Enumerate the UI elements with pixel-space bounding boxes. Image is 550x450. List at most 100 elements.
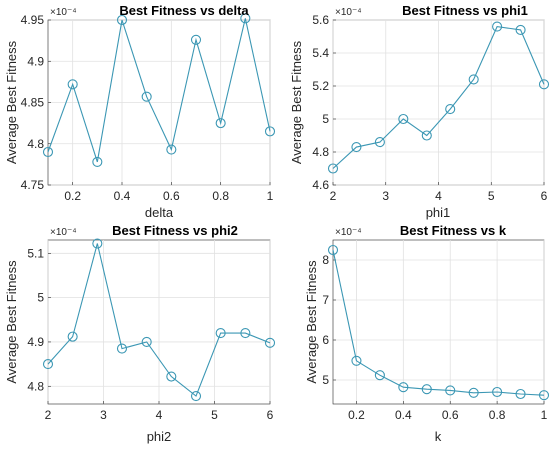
data-point [515, 24, 526, 35]
data-point [327, 244, 339, 256]
x-axis-label: phi2 [147, 429, 172, 444]
x-tick-label: 0.4 [395, 408, 412, 422]
y-axis-label: Average Best Fitness [4, 40, 19, 164]
x-axis-label: delta [145, 205, 174, 220]
data-point [190, 390, 202, 402]
x-tick-label: 6 [267, 408, 274, 422]
data-point [116, 14, 128, 26]
x-tick-label: 6 [541, 189, 548, 203]
y-axis-label: Average Best Fitness [304, 260, 319, 384]
data-point [215, 328, 226, 339]
panel-phi1: 2 3 4 5 6 4.6 4.8 5 5.2 5.4 5.6 Best Fitness vs ph… [289, 3, 550, 220]
y-tick-label: 5.2 [312, 79, 329, 93]
ticks: 0.2 0.4 0.6 0.8 1 4.75 4.8 4.85 4.9 4.95 [21, 13, 274, 203]
data-point [374, 137, 385, 148]
data-point [67, 79, 78, 90]
x-tick-label: 0.2 [64, 189, 81, 203]
data-point [515, 388, 526, 400]
data-point [141, 91, 152, 102]
y-tick-label: 4.9 [27, 54, 44, 68]
y-tick-label: 6 [322, 333, 329, 347]
data-point [116, 343, 128, 354]
data-point [240, 328, 251, 339]
chart-title: Best Fitness vs delta [119, 3, 249, 18]
data-point [42, 146, 54, 158]
y-tick-label: 4.8 [312, 145, 329, 159]
y-axis-label: Average Best Fitness [289, 40, 304, 164]
y-tick-label: 5 [322, 373, 329, 387]
x-tick-label: 0.6 [163, 189, 180, 203]
ticks: 2 3 4 5 6 4.8 4.9 5 5.1 [27, 246, 273, 422]
y-exponent-label: ×10⁻⁴ [335, 7, 362, 18]
x-tick-label: 1 [541, 408, 548, 422]
x-tick-label: 0.2 [348, 408, 365, 422]
panel-delta: 0.2 0.4 0.6 0.8 1 4.75 4.8 4.85 4.9 4.95 Best Fit… [4, 3, 276, 220]
data-point [445, 104, 456, 115]
x-axis-label: k [435, 429, 442, 444]
chart-title: Best Fitness vs phi1 [402, 3, 528, 18]
data-point [215, 118, 226, 129]
y-tick-label: 8 [322, 253, 329, 267]
y-tick-label: 4.8 [27, 379, 44, 393]
y-tick-label: 5 [322, 112, 329, 126]
grid [332, 19, 545, 186]
data-point [166, 371, 177, 382]
series-line [47, 243, 271, 397]
y-axis-label: Average Best Fitness [4, 260, 19, 384]
x-tick-label: 4 [156, 408, 163, 422]
y-exponent-label: ×10⁻⁴ [50, 7, 77, 18]
data-point [398, 113, 409, 125]
data-point [445, 385, 456, 396]
data-point [42, 359, 54, 370]
chart-title: Best Fitness vs k [400, 223, 507, 238]
y-tick-label: 4.9 [27, 335, 44, 349]
panel-k: 0.2 0.4 0.6 0.8 1 5 6 7 8 Best Fitness vs k ×10⁻… [304, 223, 550, 444]
data-point [166, 144, 177, 155]
panel-phi2: 2 3 4 5 6 4.8 4.9 5 5.1 Best Fitness vs phi2 ×10… [4, 223, 276, 444]
x-tick-label: 0.4 [114, 189, 131, 203]
data-point [92, 156, 103, 167]
series [42, 238, 276, 402]
series-line [332, 25, 545, 169]
x-tick-label: 1 [267, 189, 274, 203]
data-point [327, 163, 339, 174]
ticks: 2 3 4 5 6 4.6 4.8 5 5.2 5.4 5.6 [312, 13, 547, 203]
x-tick-label: 5 [211, 408, 218, 422]
y-tick-label: 5.4 [312, 46, 329, 60]
data-point [67, 331, 78, 342]
data-point [492, 21, 503, 32]
data-point [92, 238, 103, 249]
y-tick-label: 7 [322, 293, 329, 307]
data-point [492, 386, 503, 398]
x-tick-label: 0.8 [489, 408, 506, 422]
data-point [264, 337, 276, 348]
y-exponent-label: ×10⁻⁴ [50, 227, 77, 238]
y-tick-label: 5 [37, 291, 44, 305]
grid [47, 240, 271, 404]
plot-area [332, 239, 545, 405]
data-point [398, 382, 409, 393]
series [327, 244, 550, 401]
y-tick-label: 5.6 [312, 13, 329, 27]
series [327, 21, 550, 174]
series-line [332, 249, 545, 396]
y-tick-label: 4.85 [21, 96, 45, 110]
data-point [421, 384, 432, 395]
grid [333, 240, 545, 404]
data-point [538, 79, 550, 90]
y-tick-label: 4.8 [27, 137, 44, 151]
x-tick-label: 2 [45, 408, 52, 422]
ticks: 0.2 0.4 0.6 0.8 1 5 6 7 8 [322, 253, 547, 422]
grid [48, 19, 271, 186]
data-point [351, 142, 362, 153]
x-tick-label: 2 [330, 189, 337, 203]
data-point [141, 336, 152, 347]
data-point [538, 390, 550, 401]
data-point [468, 74, 479, 85]
y-tick-label: 4.75 [21, 178, 45, 192]
y-tick-label: 4.95 [21, 13, 45, 27]
data-point [264, 126, 276, 137]
data-point [421, 130, 432, 141]
series-line [47, 18, 271, 163]
